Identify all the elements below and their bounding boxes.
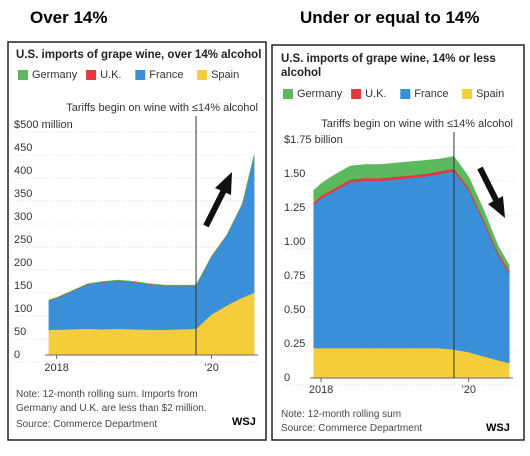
source: Source: Commerce Department	[281, 423, 423, 434]
y-tick-label: 100	[14, 303, 32, 315]
source: Source: Commerce Department	[16, 419, 158, 430]
area	[313, 156, 510, 272]
arrow-head	[488, 196, 505, 218]
legend-label: Germany	[32, 69, 78, 81]
arrow-head	[215, 172, 232, 195]
panel-header: Over 14%	[30, 8, 108, 27]
arrow	[203, 188, 227, 228]
y-tick-label: 0	[284, 372, 290, 384]
legend-label: U.K.	[100, 69, 121, 81]
legend-swatch	[18, 70, 28, 80]
y-tick-label: 0	[14, 349, 20, 361]
x-tick-label: 2018	[309, 384, 333, 396]
area	[48, 154, 255, 301]
chart-title: U.S. imports of grape wine, over 14% alc…	[16, 49, 262, 61]
y-tick-label: 300	[14, 211, 32, 223]
legend-label: U.K.	[365, 88, 386, 100]
area	[313, 171, 510, 364]
y-tick-label: 1.25	[284, 202, 305, 214]
note: Note: 12-month rolling sum. Imports from…	[16, 389, 207, 414]
y-tick-label: 1.50	[284, 168, 305, 180]
panel-header: Under or equal to 14%	[300, 8, 480, 27]
y-tick-label: 150	[14, 280, 32, 292]
x-tick-label: ’20	[204, 362, 219, 374]
brand: WSJ	[486, 422, 510, 434]
y-tick-label: $500 million	[14, 119, 73, 131]
legend-swatch	[135, 70, 146, 80]
panel-frame	[271, 44, 525, 441]
x-tick-label: ’20	[461, 384, 476, 396]
chart-title: U.S. imports of grape wine, 14% or less …	[281, 53, 496, 79]
legend-label: France	[149, 69, 183, 81]
legend-label: Spain	[211, 69, 239, 81]
legend-swatch	[351, 89, 362, 99]
y-tick-label: $1.75 billion	[284, 134, 343, 146]
y-tick-label: 0.50	[284, 304, 305, 316]
y-tick-label: 200	[14, 257, 32, 269]
annotation: Tariffs begin on wine with ≤14% alcohol	[321, 118, 513, 130]
annotation: Tariffs begin on wine with ≤14% alcohol	[66, 102, 258, 114]
x-tick-label: 2018	[44, 362, 68, 374]
y-tick-label: 1.00	[284, 236, 305, 248]
y-tick-label: 250	[14, 234, 32, 246]
arrows	[203, 166, 505, 228]
panel-frame	[7, 41, 267, 441]
y-tick-label: 350	[14, 188, 32, 200]
brand: WSJ	[232, 416, 256, 428]
legend-swatch	[86, 70, 97, 80]
y-tick-label: 400	[14, 165, 32, 177]
legend-swatch	[283, 89, 293, 99]
legend-label: France	[414, 88, 448, 100]
legend-label: Spain	[476, 88, 504, 100]
legend-label: Germany	[297, 88, 343, 100]
legend-swatch	[462, 89, 473, 99]
note: Note: 12-month rolling sum	[281, 409, 402, 420]
y-tick-label: 0.25	[284, 338, 305, 350]
arrow	[477, 166, 499, 202]
y-tick-label: 0.75	[284, 270, 305, 282]
y-tick-label: 450	[14, 142, 32, 154]
y-tick-label: 50	[14, 326, 26, 338]
legend-swatch	[197, 70, 208, 80]
legend-swatch	[400, 89, 411, 99]
